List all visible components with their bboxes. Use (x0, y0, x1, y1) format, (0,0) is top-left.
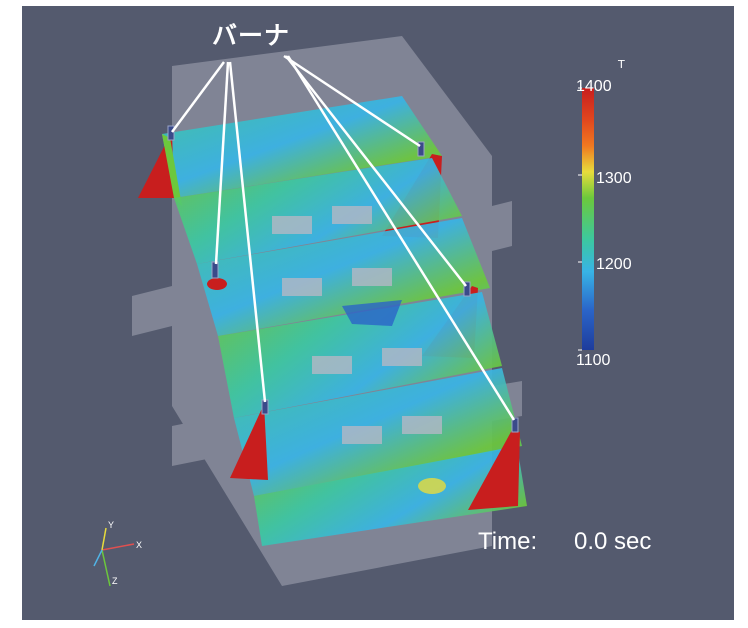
burner-1 (167, 125, 175, 141)
time-label: Time: (478, 528, 538, 555)
colorbar-title: T (618, 58, 625, 71)
burner-callout-lines (170, 54, 516, 421)
tray-6 (254, 430, 527, 546)
axis-x-label: X (136, 540, 142, 550)
furnace-render: X Y Z (93, 36, 594, 587)
tray-2 (174, 158, 462, 264)
colorbar-ticks (578, 87, 582, 351)
burner-6 (511, 417, 519, 433)
temperature-colorbar (582, 88, 594, 350)
colorbar-tick-label: 1100 (576, 352, 611, 369)
tray-4 (218, 292, 502, 418)
burner-4 (463, 281, 471, 297)
axis-z-label: Z (112, 576, 118, 586)
colorbar-tick-label: 1200 (596, 256, 632, 273)
colorbar-tick-label: 1400 (576, 78, 612, 95)
axis-y-label: Y (108, 520, 114, 530)
render-viewport[interactable]: X Y Z バーナ T 1400 1300 1200 1100 Time: 0.… (22, 6, 734, 620)
colorbar-tick-label: 1300 (596, 170, 632, 187)
burner-2 (417, 141, 425, 157)
time-value: 0.0 sec (574, 528, 652, 555)
burner-3 (211, 261, 219, 279)
tray-5 (230, 368, 522, 496)
burner-callout-label: バーナ (212, 21, 291, 50)
burner-5 (261, 399, 269, 415)
orientation-axes-icon (93, 527, 135, 587)
